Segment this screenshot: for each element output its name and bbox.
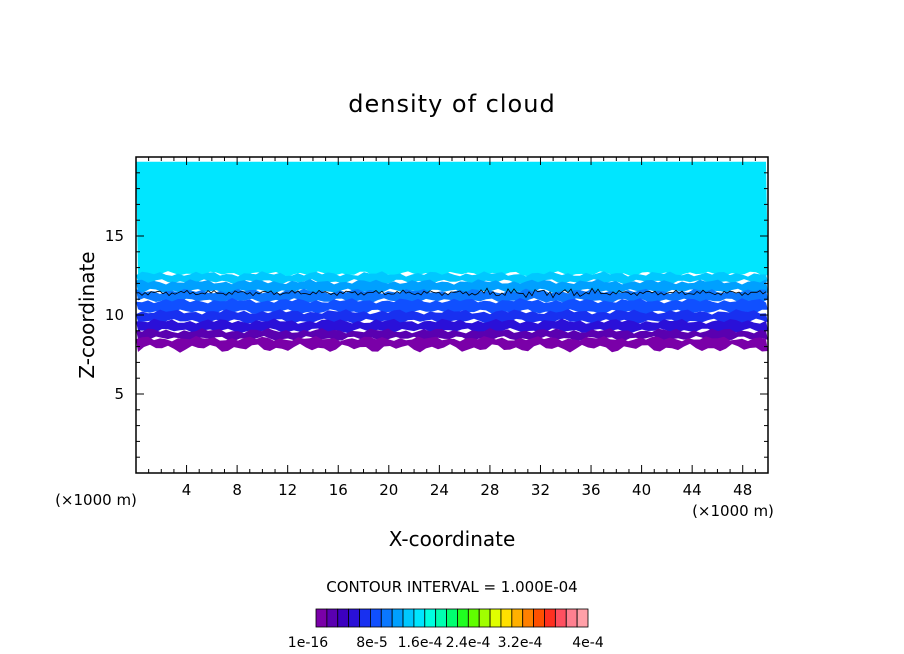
x-axis-label: X-coordinate (389, 527, 516, 551)
x-tick-label: 12 (278, 481, 297, 499)
density-layer (136, 271, 768, 285)
colorbar-tick-label: 4e-4 (572, 635, 604, 651)
colorbar-swatch (576, 608, 589, 628)
colorbar-swatch (565, 608, 578, 628)
x-tick-label: 24 (430, 481, 449, 499)
density-layer (136, 161, 768, 277)
density-layer (136, 309, 768, 325)
y-axis-label: Z-coordinate (75, 251, 99, 378)
cloud-density-field (136, 161, 768, 353)
density-layer (136, 328, 768, 342)
colorbar-swatch (554, 608, 567, 628)
colorbar-tick-labels: 1e-16 8e-5 1.6e-4 2.4e-4 3.2e-4 4e-4 (288, 635, 604, 651)
colorbar-tick-label: 3.2e-4 (498, 635, 543, 651)
colorbar-swatch (435, 608, 447, 628)
contour-interval-note: CONTOUR INTERVAL = 1.000E-04 (326, 578, 577, 596)
x-tick-label: 20 (379, 481, 398, 499)
x-tick-label: 44 (683, 481, 702, 499)
x-tick-label: 40 (632, 481, 651, 499)
colorbar-swatch (348, 608, 360, 628)
colorbar-swatch (489, 608, 502, 628)
colorbar-swatch (446, 608, 458, 628)
x-tick-label: 8 (232, 481, 242, 499)
colorbar-swatch (457, 608, 469, 628)
y-tick-label: 5 (114, 385, 124, 403)
colorbar-swatch (337, 608, 350, 628)
x-axis-unit-left: (×1000 m) (55, 491, 137, 509)
colorbar-swatch (500, 608, 513, 628)
colorbar-swatch (424, 608, 437, 628)
y-tick-label: 15 (105, 227, 124, 245)
x-axis-unit-right: (×1000 m) (692, 502, 774, 520)
chart-title: density of cloud (348, 90, 555, 118)
x-tick-label: 4 (182, 481, 192, 499)
y-axis-ticks: 5 10 15 (105, 172, 768, 458)
y-tick-label: 10 (105, 306, 124, 324)
x-axis-ticks: 4 8 12 16 20 24 28 32 36 40 44 48 (148, 157, 756, 499)
colorbar-swatch (315, 608, 328, 628)
x-tick-label: 36 (581, 481, 600, 499)
colorbar-swatch (326, 608, 339, 628)
colorbar (315, 608, 589, 628)
density-layer (136, 279, 768, 295)
contour-lines (135, 287, 767, 299)
colorbar-tick-label: 2.4e-4 (446, 635, 491, 651)
colorbar-swatch (369, 608, 382, 628)
colorbar-swatch (467, 608, 480, 628)
colorbar-swatch (380, 608, 393, 628)
colorbar-swatch (391, 608, 404, 628)
colorbar-tick-label: 8e-5 (356, 635, 387, 651)
density-layer (136, 336, 768, 353)
colorbar-swatch (478, 608, 491, 628)
colorbar-swatch (533, 608, 545, 628)
x-tick-label: 28 (480, 481, 499, 499)
colorbar-swatch (522, 608, 534, 628)
density-layer (136, 298, 768, 315)
contour-line (135, 287, 767, 299)
colorbar-swatch (511, 608, 524, 628)
x-tick-label: 48 (733, 481, 752, 499)
x-tick-label: 16 (329, 481, 348, 499)
colorbar-tick-label: 1.6e-4 (398, 635, 443, 651)
colorbar-swatch (544, 608, 556, 628)
colorbar-swatch (402, 608, 415, 628)
colorbar-swatch (413, 608, 426, 628)
colorbar-tick-label: 1e-16 (288, 635, 328, 651)
colorbar-swatch (359, 608, 371, 628)
x-tick-label: 32 (531, 481, 550, 499)
